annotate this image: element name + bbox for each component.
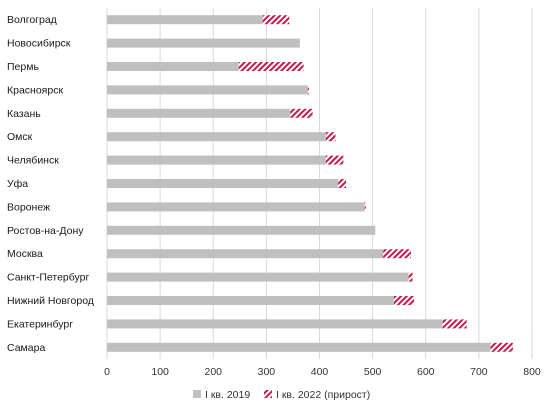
bar-2022-increase <box>325 132 336 142</box>
x-tick-label: 400 <box>311 366 329 378</box>
bar-2019 <box>107 319 443 329</box>
bar-2022-increase <box>383 249 411 259</box>
bar-2019 <box>107 296 394 305</box>
legend-label-2022: I кв. 2022 (прирост) <box>276 389 370 401</box>
category-label: Уфа <box>7 178 28 190</box>
x-tick-label: 600 <box>417 366 435 378</box>
bar-2022-increase <box>364 202 366 212</box>
bar-2022-increase <box>238 62 304 71</box>
bar-2019 <box>107 225 376 235</box>
x-tick-label: 700 <box>470 366 488 378</box>
category-label: Санкт-Петербург <box>7 272 90 284</box>
category-label: Челябинск <box>7 155 59 167</box>
bar-2019 <box>107 15 263 25</box>
legend: I кв. 2019 I кв. 2022 (прирост) <box>193 389 370 401</box>
category-label: Москва <box>7 248 43 260</box>
bar-2019 <box>107 202 365 212</box>
category-label: Волгоград <box>7 14 57 26</box>
x-axis-tick-labels: 0 100 200 300 400 500 600 700 800 <box>104 366 541 378</box>
bar-2022-increase <box>408 272 413 282</box>
x-tick-label: 500 <box>364 366 382 378</box>
bar-2022-increase <box>442 319 467 329</box>
bar-2019 <box>107 179 339 188</box>
x-tick-label: 800 <box>523 366 541 378</box>
bar-2022-increase <box>490 342 513 352</box>
category-label: Самара <box>7 342 45 354</box>
legend-swatch-2022 <box>264 390 272 398</box>
bar-2019 <box>107 62 239 71</box>
bar-2019 <box>107 108 291 118</box>
x-tick-label: 100 <box>151 366 169 378</box>
category-label: Красноярск <box>7 84 63 96</box>
x-tick-label: 300 <box>258 366 276 378</box>
category-label: Новосибирск <box>7 38 71 50</box>
bar-2019 <box>107 155 326 165</box>
category-label: Екатеринбург <box>7 318 73 330</box>
x-tick-label: 0 <box>104 366 110 378</box>
bar-2019 <box>107 132 326 142</box>
bar-2022-increase <box>290 108 313 118</box>
bar-2022-increase <box>338 179 347 188</box>
bars <box>107 15 513 352</box>
bar-2019 <box>107 38 300 48</box>
bar-2019 <box>107 342 491 352</box>
legend-swatch-2019 <box>193 390 201 398</box>
category-label: Воронеж <box>7 201 50 213</box>
legend-label-2019: I кв. 2019 <box>205 389 250 401</box>
bar-2022-increase <box>393 296 415 305</box>
bar-2019 <box>107 249 384 259</box>
bar-2019 <box>107 85 308 95</box>
bar-2022-increase <box>325 155 344 165</box>
bar-2019 <box>107 272 409 282</box>
category-label: Омск <box>7 131 33 143</box>
category-label: Нижний Новгород <box>7 295 94 307</box>
category-label: Ростов-на-Дону <box>7 225 84 237</box>
category-labels: Волгоград Новосибирск Пермь Красноярск Казан… <box>7 14 94 354</box>
bar-2022-increase <box>307 85 309 95</box>
category-label: Пермь <box>7 61 39 73</box>
x-tick-label: 200 <box>204 366 222 378</box>
category-label: Казань <box>7 108 41 120</box>
bar-2022-increase <box>262 15 290 25</box>
